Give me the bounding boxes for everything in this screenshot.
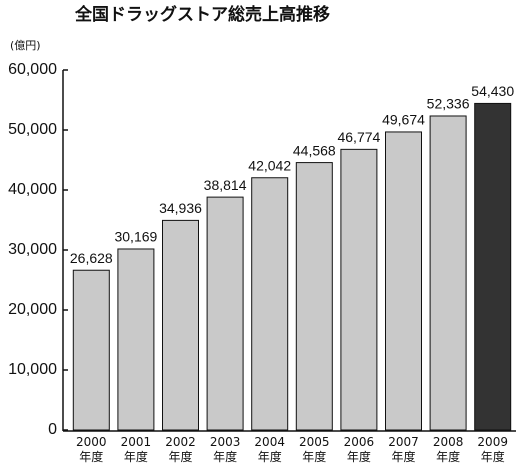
value-label: 26,628: [70, 250, 113, 266]
x-tick-label: 2007 年度: [388, 435, 419, 464]
value-label: 44,568: [293, 142, 336, 158]
chart-title: 全国ドラッグストア総売上高推移: [74, 4, 330, 25]
y-tick-label: 50,000: [8, 121, 57, 138]
y-tick-label: 10,000: [8, 361, 57, 378]
value-label: 54,430: [471, 83, 514, 99]
bar: [429, 115, 467, 431]
x-tick-label: 2001 年度: [121, 435, 152, 464]
x-tick-label: 2009 年度: [477, 435, 508, 464]
y-tick-label: 40,000: [8, 181, 57, 198]
x-tick-label: 2006 年度: [344, 435, 375, 464]
bar: [295, 162, 333, 431]
bar: [72, 269, 110, 431]
value-label: 49,674: [382, 112, 425, 128]
y-tick-label: 60,000: [8, 61, 57, 78]
value-label: 38,814: [204, 177, 247, 193]
x-tick-label: 2003 年度: [210, 435, 241, 464]
y-tick-label: 0: [48, 421, 57, 438]
bar: [206, 196, 244, 431]
bar: [340, 148, 378, 431]
bar: [162, 219, 199, 431]
bar: [474, 102, 512, 431]
value-label: 42,042: [248, 157, 291, 173]
value-label: 46,774: [337, 129, 380, 145]
unit-label: (億円): [10, 39, 41, 52]
bar: [117, 248, 155, 431]
bar: [385, 131, 422, 431]
x-tick-label: 2008 年度: [433, 435, 464, 464]
x-tick-label: 2000 年度: [76, 435, 107, 464]
value-label: 34,936: [159, 200, 202, 216]
y-tick-label: 20,000: [8, 301, 57, 318]
value-label: 52,336: [427, 96, 470, 112]
x-tick-label: 2002 年度: [165, 435, 196, 464]
x-tick-label: 2004 年度: [254, 435, 285, 464]
y-tick-label: 30,000: [8, 241, 57, 258]
value-label: 30,169: [114, 229, 157, 245]
bar: [251, 177, 289, 431]
x-tick-label: 2005 年度: [299, 435, 330, 464]
